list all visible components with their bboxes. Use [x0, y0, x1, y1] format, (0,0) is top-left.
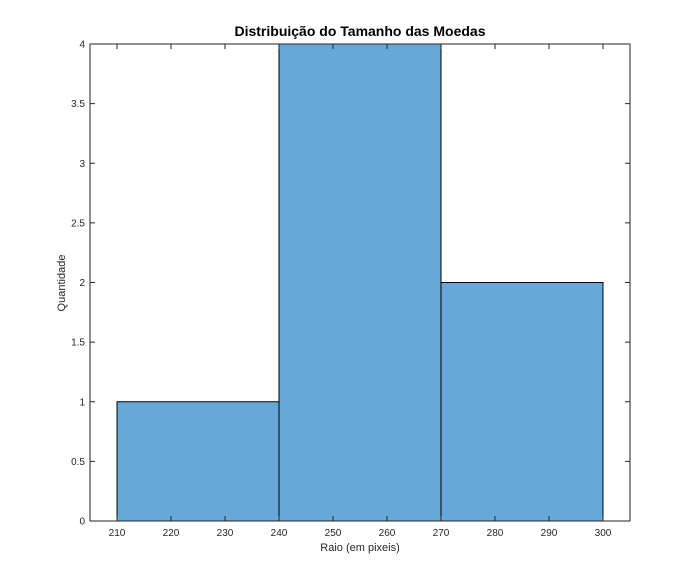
y-tick-label: 0 [79, 517, 85, 528]
y-tick-label: 1 [79, 397, 85, 408]
x-tick-label: 290 [541, 528, 558, 539]
y-tick-label: 0.5 [71, 457, 85, 468]
x-tick-label: 240 [271, 528, 288, 539]
x-tick-label: 300 [595, 528, 612, 539]
x-tick-label: 270 [433, 528, 450, 539]
x-tick-label: 230 [217, 528, 234, 539]
x-tick-label: 260 [379, 528, 396, 539]
axes-group: 210 220 230 240 250 260 270 280 290 300 0 0.5 1 1.5 2 2… [71, 40, 631, 539]
x-tick-label: 210 [109, 528, 126, 539]
y-tick-label: 1.5 [71, 338, 85, 349]
y-tick-label: 3 [79, 159, 85, 170]
y-tick-label: 4 [79, 40, 85, 51]
bars-group [116, 43, 604, 522]
y-tick-label: 3.5 [71, 99, 85, 110]
histogram-bar-2 [278, 43, 442, 522]
y-tick-label: 2 [79, 278, 85, 289]
y-axis-label: Quantidade [56, 255, 68, 312]
x-tick-label: 220 [163, 528, 180, 539]
x-tick-label: 280 [487, 528, 504, 539]
x-tick-label: 250 [325, 528, 342, 539]
y-tick-label: 2.5 [71, 218, 85, 229]
x-axis-label: Raio (em pixeis) [320, 542, 399, 554]
chart-title: Distribuição do Tamanho das Moedas [234, 23, 485, 39]
histogram-bar-3 [440, 282, 604, 522]
histogram-bar-1 [116, 401, 280, 522]
